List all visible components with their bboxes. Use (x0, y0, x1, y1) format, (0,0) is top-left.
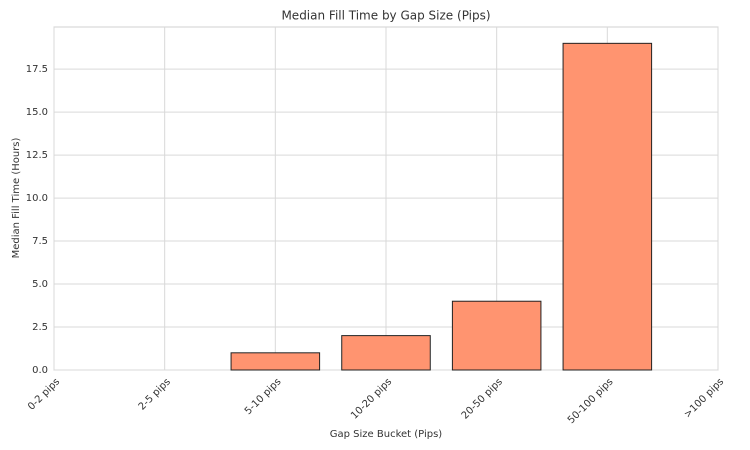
x-tick-label: 50-100 pips (566, 376, 616, 426)
bar (341, 335, 431, 371)
y-tick-label: 17.5 (26, 64, 48, 75)
x-tick-label: 2-5 pips (137, 376, 173, 412)
x-axis-label: Gap Size Bucket (Pips) (330, 429, 443, 440)
y-tick-label: 15.0 (26, 107, 48, 118)
x-tick-label: 0-2 pips (26, 376, 62, 412)
y-tick-label: 5.0 (32, 279, 48, 290)
x-tick-label: 10-20 pips (349, 376, 394, 421)
chart-title: Median Fill Time by Gap Size (Pips) (281, 9, 490, 23)
y-axis-label: Median Fill Time (Hours) (11, 137, 22, 258)
y-tick-label: 7.5 (32, 236, 48, 247)
y-tick-label: 2.5 (32, 322, 48, 333)
bar (451, 300, 542, 371)
x-tick-label: 5-10 pips (243, 376, 284, 417)
x-tick-label: >100 pips (682, 376, 726, 420)
bar (230, 352, 321, 371)
y-tick-label: 0.0 (32, 365, 48, 376)
bar (562, 42, 653, 371)
y-tick-label: 12.5 (26, 150, 48, 161)
x-tick-label: 20-50 pips (460, 376, 505, 421)
y-tick-label: 10.0 (26, 193, 48, 204)
